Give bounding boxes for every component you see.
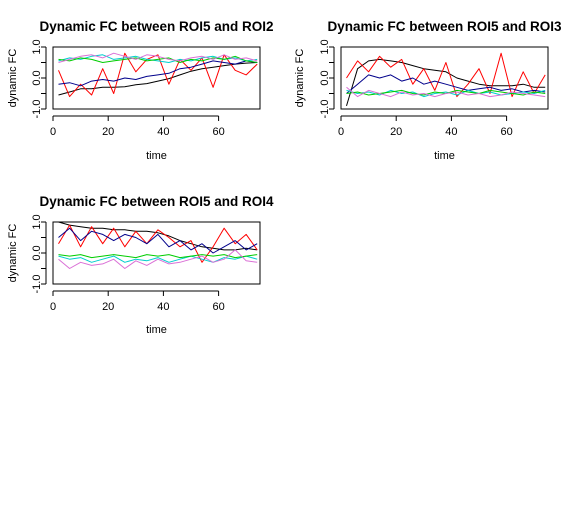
- y-tick-label: -1.0: [31, 275, 43, 294]
- x-tick-label: 20: [102, 126, 114, 138]
- x-tick-label: 60: [212, 126, 224, 138]
- y-tick-label: 1.0: [31, 214, 43, 229]
- x-tick-label: 20: [102, 301, 114, 313]
- x-tick-label: 40: [445, 126, 457, 138]
- y-axis-label: dynamic FC: [7, 49, 19, 108]
- series-line-4: [58, 255, 258, 263]
- chart-panel-1: Dynamic FC between ROI5 and ROI2 0 20 40 60 -…: [7, 19, 274, 162]
- chart-panel-3: Dynamic FC between ROI5 and ROI4 0 20 40 60 -…: [7, 194, 274, 336]
- x-tick-label: 60: [500, 126, 512, 138]
- chart-title: Dynamic FC between ROI5 and ROI4: [39, 194, 274, 209]
- series-line-2: [346, 52, 546, 98]
- x-tick-label: 40: [157, 126, 169, 138]
- series-line-3: [346, 74, 546, 94]
- series-line-6: [58, 52, 258, 63]
- plot-frame: [52, 46, 261, 110]
- series-line-3: [58, 227, 258, 254]
- chart-panel-2: Dynamic FC between ROI5 and ROI3 0 20 40 60 -…: [294, 19, 562, 162]
- chart-title: Dynamic FC between ROI5 and ROI3: [327, 19, 562, 34]
- x-tick-label: 0: [50, 126, 56, 138]
- x-tick-label: 0: [338, 126, 344, 138]
- x-tick-label: 40: [157, 301, 169, 313]
- x-axis-label: time: [146, 150, 167, 162]
- y-axis-label: dynamic FC: [7, 224, 19, 283]
- series-line-1: [58, 221, 258, 251]
- series-line-6: [346, 86, 546, 98]
- series-line-5: [58, 55, 258, 63]
- y-tick-label: 0.0: [31, 70, 43, 85]
- plot-frame: [340, 46, 549, 110]
- chart-title: Dynamic FC between ROI5 and ROI2: [39, 19, 273, 34]
- x-axis-label: time: [146, 324, 167, 336]
- y-tick-label: 1.0: [31, 39, 43, 54]
- plot-frame: [52, 221, 261, 285]
- series-line-2: [58, 224, 258, 263]
- series-line-5: [58, 254, 258, 259]
- series-line-3: [58, 60, 258, 87]
- y-tick-label: -1.0: [31, 100, 43, 119]
- series-line-1: [346, 58, 546, 107]
- x-tick-label: 20: [390, 126, 402, 138]
- x-tick-label: 0: [50, 301, 56, 313]
- y-tick-label: 1.0: [319, 39, 331, 54]
- y-tick-label: -1.0: [319, 100, 331, 119]
- series-line-1: [58, 62, 258, 96]
- y-axis-label: dynamic FC: [294, 49, 306, 108]
- y-tick-label: 0.0: [31, 245, 43, 260]
- x-axis-label: time: [434, 150, 455, 162]
- series-line-6: [58, 249, 258, 269]
- x-tick-label: 60: [212, 301, 224, 313]
- y-tick-label: 0.0: [319, 70, 331, 85]
